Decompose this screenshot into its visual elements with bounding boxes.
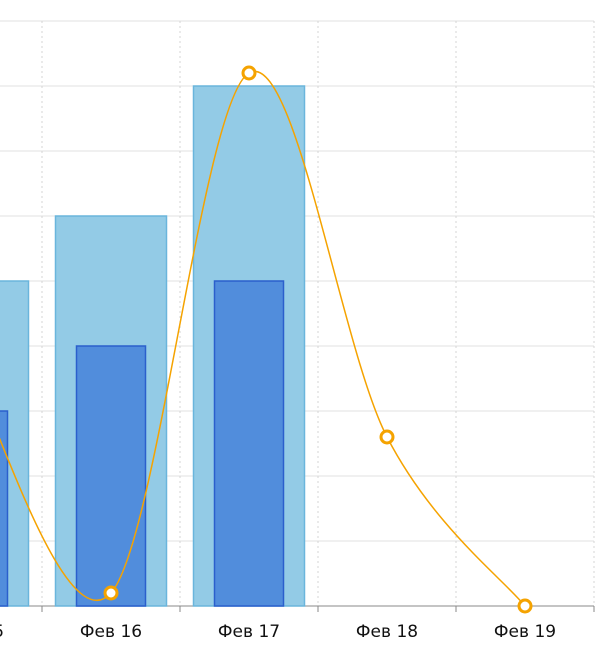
- line-point: [517, 598, 533, 614]
- x-tick-label: Фев 19: [494, 622, 556, 642]
- bar: [0, 410, 9, 607]
- x-tick-label: Фев 18: [356, 622, 418, 642]
- x-tick-label: Фев 17: [218, 622, 280, 642]
- bar: [213, 280, 285, 607]
- x-tick-label: Фев 16: [80, 622, 142, 642]
- line: [0, 70, 526, 607]
- x-tick-label: Фев 15: [0, 622, 4, 642]
- line-point: [241, 65, 257, 81]
- line-point: [379, 429, 395, 445]
- line-point: [103, 585, 119, 601]
- bar: [75, 345, 147, 607]
